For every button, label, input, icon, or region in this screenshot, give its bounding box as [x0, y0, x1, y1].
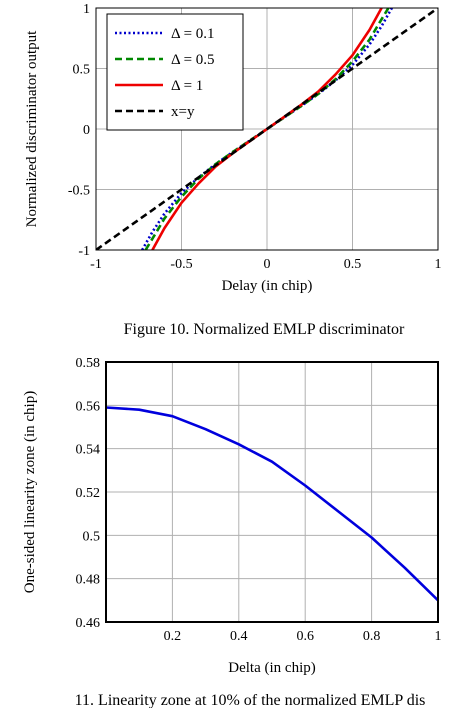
series-line-3 [96, 8, 438, 250]
y-tick-label: 0.46 [76, 616, 101, 631]
series-line-0 [106, 406, 438, 602]
y-tick-label: 0.5 [83, 529, 101, 544]
y-tick-label: 0.52 [76, 486, 101, 501]
figure10-y-axis-label: Normalized discriminator output [24, 30, 40, 227]
y-tick-label: 0.5 [73, 63, 91, 78]
series-line-1 [144, 8, 390, 250]
y-tick-label: 0 [83, 123, 90, 138]
y-tick-label: 0.58 [76, 356, 101, 371]
figure10-legend: Δ = 0.1 Δ = 0.5 Δ = 1 x=y [106, 13, 244, 131]
figure11-y-axis-label: One-sided linearity zone (in chip) [22, 391, 38, 593]
figure10-caption: Figure 10. Normalized EMLP discriminator [124, 321, 405, 338]
x-tick-label: 0 [264, 257, 271, 272]
x-tick-label: 0.8 [363, 629, 381, 644]
y-tick-label: 0.56 [76, 399, 101, 414]
figure10-series [96, 8, 438, 250]
figure11-grid [106, 362, 438, 622]
legend-label-1: Δ = 0.5 [171, 52, 215, 68]
figure11-series [106, 406, 438, 602]
legend-label-3: x=y [171, 104, 195, 120]
x-tick-label: 0.6 [296, 629, 314, 644]
figure10-chart: -1 -0.5 0 0.5 1-1-0.500.51 Δ = 0.1Δ = 0.5Δ =… [24, 2, 442, 294]
x-tick-label: 0.2 [164, 629, 182, 644]
y-tick-label: 1 [83, 2, 90, 17]
figure11-chart: 0.2 0.4 0.6 0.8 1 0.46 0.48 0.5 0.52 0.54 0.56 0.58… [22, 356, 442, 676]
x-tick-label: -1 [90, 257, 102, 272]
x-tick-label: -0.5 [170, 257, 192, 272]
y-tick-label: 0.54 [76, 443, 101, 458]
figure11-caption: 11. Linearity zone at 10% of the normali… [75, 692, 426, 708]
figure11-x-axis-label: Delta (in chip) [228, 660, 315, 676]
y-tick-label: 0.48 [76, 573, 101, 588]
x-tick-label: 0.4 [230, 629, 248, 644]
figure11-tick-labels: 0.2 0.4 0.6 0.8 1 0.46 0.48 0.5 0.52 0.54 0.56 0.58 [76, 356, 442, 644]
legend-label-0: Δ = 0.1 [171, 26, 215, 42]
y-tick-label: -0.5 [68, 184, 90, 199]
y-tick-label: -1 [78, 244, 90, 259]
figure10-tick-labels: -1 -0.5 0 0.5 1 -1 -0.5 0 0.5 1 [68, 2, 442, 272]
figure10-plot-frame [95, 7, 439, 251]
x-tick-label: 1 [435, 257, 442, 272]
legend-label-2: Δ = 1 [171, 78, 203, 94]
x-tick-label: 1 [435, 629, 442, 644]
figure10-x-axis-label: Delay (in chip) [222, 278, 313, 294]
x-tick-label: 0.5 [344, 257, 362, 272]
figure11-plot-frame [105, 361, 439, 623]
